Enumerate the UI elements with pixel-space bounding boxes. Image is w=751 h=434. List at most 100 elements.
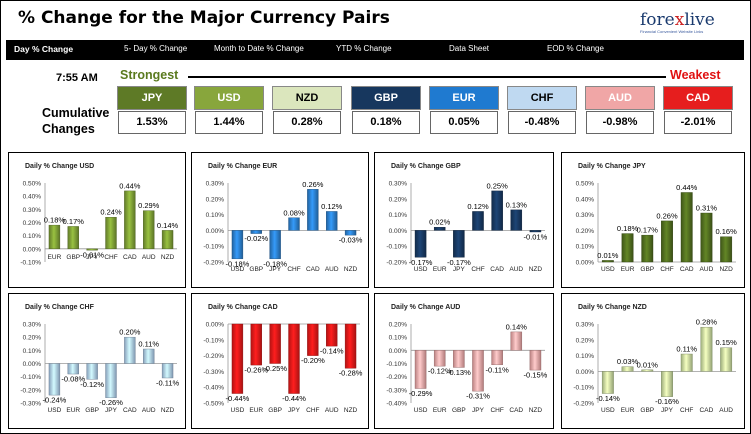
y-tick-label: 0.50% (576, 181, 595, 188)
data-label: 0.18% (44, 216, 66, 225)
bar (680, 353, 693, 372)
y-tick-label: 0.20% (389, 196, 408, 203)
currency-code-jpy: JPY (117, 86, 187, 110)
x-tick-label: AUD (142, 254, 156, 261)
y-tick-label: -0.10% (386, 361, 407, 368)
x-tick-label: CHF (660, 266, 673, 273)
x-tick-label: NZD (344, 407, 358, 414)
y-tick-label: 0.10% (576, 353, 595, 360)
y-tick-label: 0.10% (206, 212, 225, 219)
y-tick-label: 0.00% (206, 322, 225, 329)
x-tick-label: GBP (249, 266, 263, 273)
data-label: -0.03% (339, 236, 363, 245)
data-label: 0.17% (63, 217, 85, 226)
bar (67, 363, 79, 375)
data-label: 0.14% (506, 322, 528, 331)
data-label: -0.18% (263, 259, 287, 268)
data-label: -0.18% (226, 259, 250, 268)
data-label: -0.12% (428, 367, 452, 376)
y-tick-label: 0.30% (23, 322, 42, 329)
data-label: 0.12% (467, 202, 489, 211)
nav-bar: Day % Change 5- Day % Change Month to Da… (6, 40, 744, 60)
tab-month-to-date-change[interactable]: Month to Date % Change (214, 44, 304, 53)
x-tick-label: CAD (680, 266, 694, 273)
bar (510, 209, 523, 231)
bar (414, 350, 427, 389)
logo-text-b: x (674, 10, 685, 30)
chart-panel-6: Daily % Change AUD 0.20% 0.10% 0.00% -0.10% -… (374, 293, 554, 429)
data-label: -0.17% (447, 258, 471, 267)
x-tick-label: AUD (719, 407, 733, 414)
y-tick-label: -0.10% (203, 337, 224, 344)
x-tick-label: JPY (105, 407, 118, 414)
y-tick-label: 0.20% (576, 228, 595, 235)
currency-code-aud: AUD (585, 86, 655, 110)
bar (124, 336, 136, 364)
x-tick-label: CHF (680, 407, 693, 414)
currency-change-nzd: 0.28% (273, 111, 341, 134)
x-tick-label: EUR (249, 407, 263, 414)
x-tick-label: USD (231, 407, 245, 414)
bar (621, 366, 634, 372)
chart-panel-4: Daily % Change CHF 0.30% 0.20% 0.10% 0.00% -0… (8, 293, 186, 429)
data-label: 0.11% (138, 340, 159, 349)
data-label: -0.01% (524, 232, 548, 241)
data-label: 0.24% (100, 208, 122, 217)
bar (720, 347, 733, 372)
strongest-label: Strongest (120, 68, 179, 82)
y-tick-label: 0.30% (206, 181, 225, 188)
bar (231, 323, 244, 394)
bar (344, 323, 357, 369)
y-tick-label: 0.30% (576, 212, 595, 219)
logo-tagline: Financial Convenient Website Links (640, 29, 704, 34)
bar (700, 212, 713, 263)
currency-change-cad: -2.01% (664, 111, 732, 134)
chart-panel-2: Daily % Change GBP 0.30% 0.20% 0.10% 0.00% -0… (374, 152, 554, 288)
data-label: 0.29% (138, 201, 160, 210)
tab-ytd-change[interactable]: YTD % Change (336, 44, 392, 53)
bar (344, 230, 357, 236)
data-label: -0.16% (655, 397, 679, 406)
bar (288, 323, 300, 394)
y-tick-label: 0.10% (23, 233, 42, 240)
forexlive-logo[interactable]: forexlive Financial Convenient Website L… (640, 10, 735, 40)
y-tick-label: -0.10% (573, 385, 594, 392)
data-label: 0.01% (637, 360, 659, 369)
data-label: -0.11% (156, 378, 180, 387)
x-tick-label: CHF (104, 254, 117, 261)
bar (143, 348, 155, 364)
data-label: 0.20% (119, 328, 141, 337)
tab-data-sheet[interactable]: Data Sheet (449, 44, 490, 53)
bar (601, 371, 614, 394)
tab-day-change[interactable]: Day % Change (14, 44, 74, 54)
y-tick-label: -0.30% (386, 387, 407, 394)
bar-chart-svg: Daily % Change GBP 0.30% 0.20% 0.10% 0.00% -0… (386, 163, 548, 273)
x-tick-label: CAD (306, 266, 320, 273)
bar (124, 190, 136, 250)
bar (105, 217, 117, 250)
tab-5-day-change[interactable]: 5- Day % Change (124, 44, 188, 53)
y-tick-label: -0.10% (203, 244, 224, 251)
data-label: -0.02% (244, 234, 268, 243)
y-tick-label: -0.20% (20, 387, 41, 394)
currency-code-eur: EUR (429, 86, 499, 110)
x-tick-label: NZD (719, 266, 733, 273)
bar (67, 226, 79, 250)
data-label: 0.26% (656, 211, 678, 220)
y-tick-label: -0.10% (386, 244, 407, 251)
tab-eod-change[interactable]: EOD % Change (547, 44, 604, 53)
bar (453, 230, 465, 258)
x-tick-label: AUD (142, 407, 156, 414)
y-tick-label: -0.20% (386, 374, 407, 381)
weakest-label: Weakest (670, 68, 721, 82)
timestamp: 7:55 AM (56, 72, 98, 84)
data-label: 0.01% (597, 251, 619, 260)
x-tick-label: GBP (640, 266, 654, 273)
x-tick-label: AUD (509, 266, 523, 273)
y-tick-label: 0.30% (576, 322, 595, 329)
data-label: -0.44% (226, 394, 250, 403)
y-tick-label: 0.00% (389, 228, 408, 235)
chart-title: Daily % Change CHF (25, 304, 95, 311)
x-tick-label: NZD (161, 407, 175, 414)
currency-change-chf: -0.48% (508, 111, 576, 134)
